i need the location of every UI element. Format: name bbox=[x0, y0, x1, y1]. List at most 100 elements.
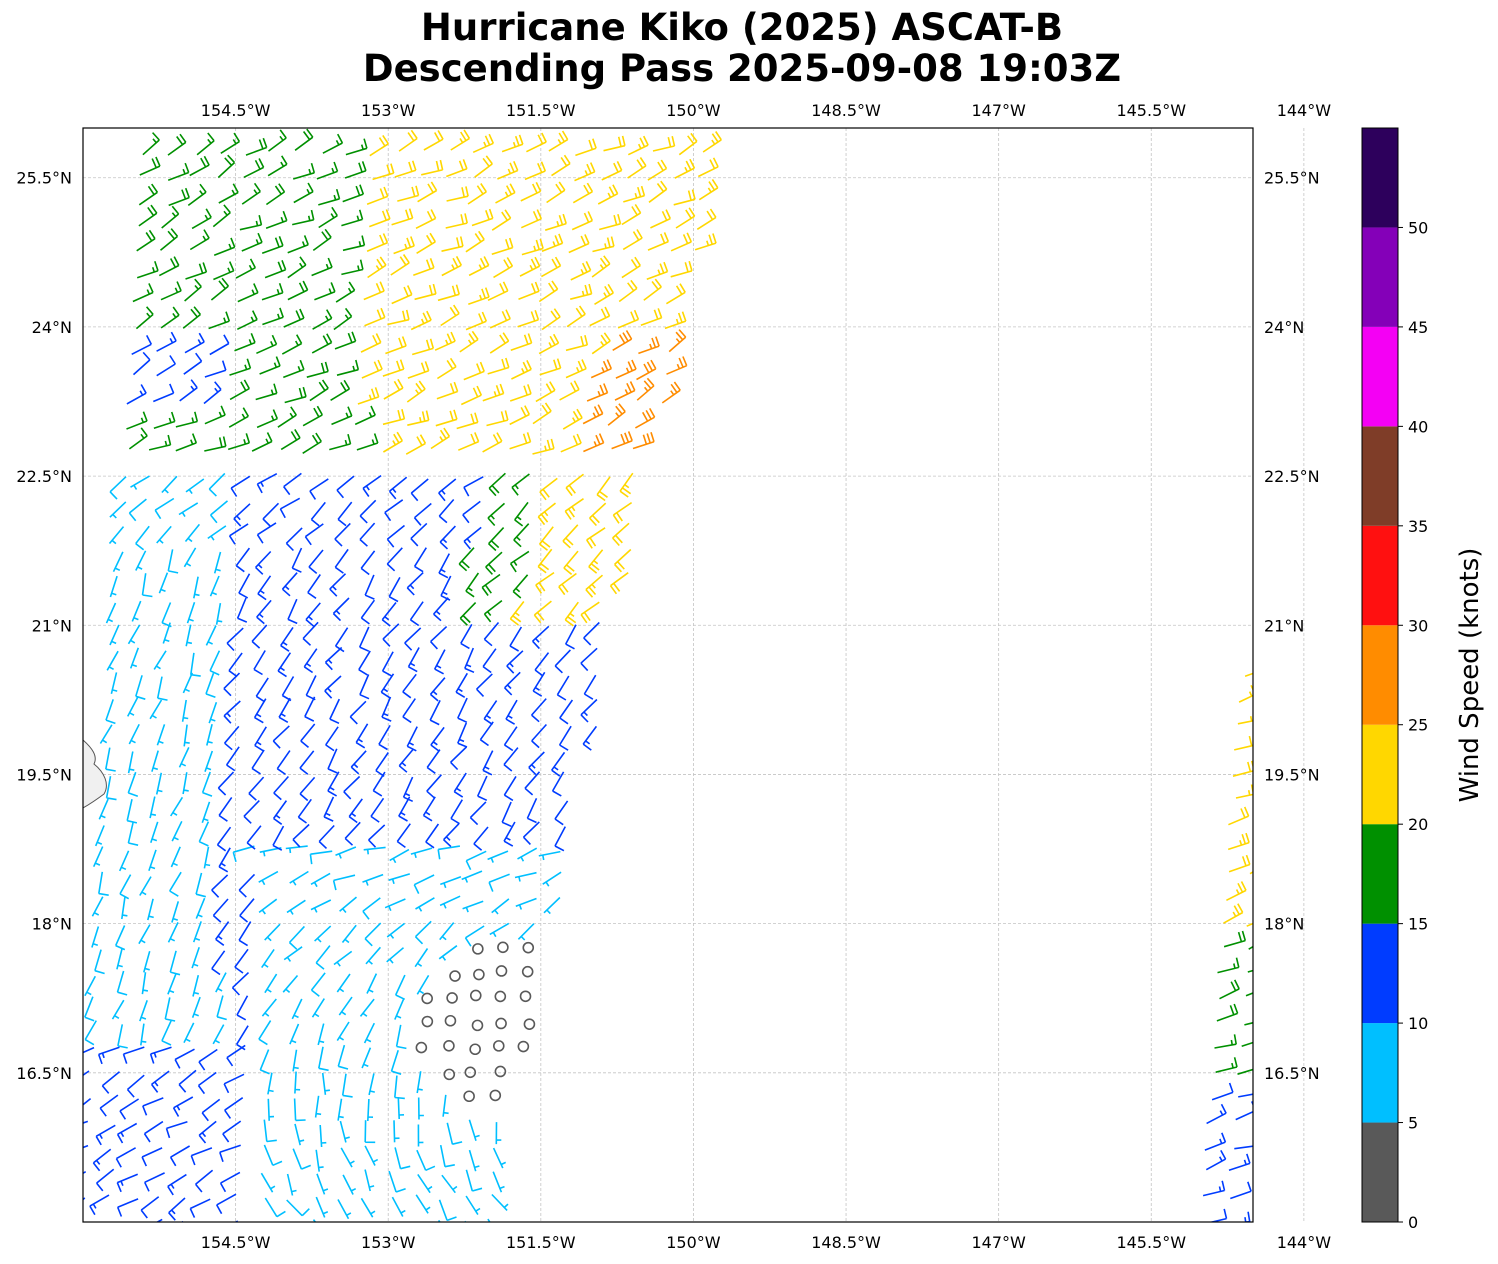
wind-barb bbox=[260, 1172, 276, 1193]
wind-barb bbox=[89, 1194, 110, 1216]
wind-barb bbox=[388, 1170, 406, 1193]
wind-barb bbox=[287, 256, 307, 279]
wind-barb bbox=[135, 306, 154, 330]
wind-barb bbox=[181, 699, 189, 722]
wind-barb bbox=[203, 846, 211, 869]
wind-barb bbox=[152, 383, 175, 403]
wind-barb bbox=[281, 572, 298, 597]
wind-barb bbox=[694, 233, 717, 251]
wind-barb bbox=[329, 573, 347, 597]
wind-barb-calm bbox=[443, 1068, 456, 1081]
wind-barb bbox=[1248, 945, 1253, 950]
wind-barb bbox=[329, 698, 341, 725]
wind-barb bbox=[92, 846, 104, 868]
wind-barb bbox=[358, 650, 371, 676]
wind-barb bbox=[609, 572, 629, 595]
wind-barb bbox=[255, 677, 269, 703]
wind-barb bbox=[393, 1120, 400, 1143]
wind-barb bbox=[182, 772, 189, 795]
wind-barb bbox=[251, 749, 265, 775]
lat-tick-label-left: 22.5°N bbox=[16, 467, 72, 486]
wind-barb bbox=[520, 181, 542, 202]
wind-barb bbox=[389, 848, 410, 864]
wind-barb bbox=[570, 283, 593, 300]
wind-barb bbox=[439, 525, 456, 550]
wind-barb bbox=[192, 975, 200, 997]
wind-barb bbox=[164, 997, 176, 1022]
wind-barb bbox=[558, 725, 572, 751]
plot-frame bbox=[82, 127, 1254, 1223]
wind-barb-calm bbox=[522, 941, 535, 954]
colorbar-tick-label: 30 bbox=[1408, 616, 1428, 635]
wind-barb bbox=[503, 821, 516, 847]
wind-barb bbox=[661, 381, 681, 404]
wind-barb bbox=[1206, 1103, 1227, 1125]
wind-barb bbox=[462, 500, 481, 524]
wind-barb bbox=[141, 573, 153, 598]
wind-barb bbox=[171, 820, 183, 842]
wind-barb bbox=[182, 306, 202, 329]
wind-barb bbox=[670, 232, 693, 252]
wind-barb bbox=[191, 996, 201, 1018]
map-title-line-2: Descending Pass 2025-09-08 19:03Z bbox=[362, 47, 1122, 90]
wind-barb bbox=[468, 256, 490, 277]
wind-barb bbox=[84, 975, 97, 997]
wind-barb bbox=[538, 526, 554, 551]
wind-barb bbox=[489, 332, 510, 354]
wind-barb bbox=[135, 550, 147, 571]
wind-barb bbox=[551, 154, 571, 177]
wind-barb bbox=[1204, 1132, 1227, 1151]
wind-barb bbox=[131, 600, 142, 622]
wind-barb bbox=[310, 501, 326, 527]
wind-barb bbox=[316, 1173, 329, 1195]
colorbar-bin bbox=[1362, 625, 1398, 725]
wind-barb bbox=[1205, 1150, 1227, 1171]
wind-barb bbox=[416, 974, 430, 995]
wind-barb bbox=[119, 874, 132, 900]
wind-barb bbox=[217, 771, 235, 796]
wind-barb bbox=[439, 895, 461, 909]
wind-barb bbox=[218, 796, 233, 822]
wind-barb bbox=[368, 1073, 375, 1096]
wind-barb bbox=[514, 871, 537, 882]
wind-barb bbox=[437, 284, 460, 302]
wind-barb bbox=[381, 696, 392, 722]
wind-barb bbox=[337, 1199, 352, 1220]
wind-barb bbox=[363, 846, 386, 855]
wind-barb bbox=[423, 130, 444, 151]
wind-barb bbox=[592, 236, 615, 253]
wind-barb bbox=[364, 1169, 375, 1192]
wind-barb bbox=[415, 897, 435, 912]
wind-barb bbox=[365, 946, 382, 965]
wind-barb bbox=[109, 575, 118, 598]
wind-barb bbox=[390, 1049, 402, 1075]
lat-tick-label-left: 24°N bbox=[32, 318, 72, 337]
wind-barb bbox=[226, 627, 244, 652]
wind-barb bbox=[393, 236, 415, 255]
wind-barb bbox=[421, 159, 444, 176]
wind-barb bbox=[354, 405, 376, 426]
wind-barb bbox=[239, 898, 255, 923]
wind-barb bbox=[117, 1024, 128, 1049]
colorbar-bin bbox=[1362, 128, 1398, 228]
wind-barb bbox=[1232, 760, 1253, 777]
wind-barb bbox=[212, 204, 231, 228]
lon-tick-label-top: 145.5°W bbox=[1116, 101, 1186, 120]
wind-barb bbox=[105, 602, 117, 624]
wind-barb bbox=[331, 406, 353, 426]
wind-barb bbox=[589, 502, 607, 527]
wind-barb bbox=[168, 1197, 186, 1221]
lon-tick-label-bottom: 150°W bbox=[666, 1233, 721, 1252]
wind-barb bbox=[367, 256, 387, 279]
wind-barb bbox=[1238, 684, 1253, 703]
wind-barbs bbox=[83, 128, 1253, 1222]
wind-barb bbox=[1245, 992, 1253, 997]
wind-barb bbox=[413, 258, 435, 277]
wind-barb bbox=[405, 434, 427, 455]
wind-barb bbox=[158, 256, 180, 277]
wind-barb bbox=[315, 1149, 324, 1172]
wind-barb bbox=[538, 850, 561, 861]
wind-barb bbox=[394, 1075, 405, 1100]
wind-barb bbox=[307, 574, 321, 599]
wind-barb bbox=[457, 697, 468, 724]
